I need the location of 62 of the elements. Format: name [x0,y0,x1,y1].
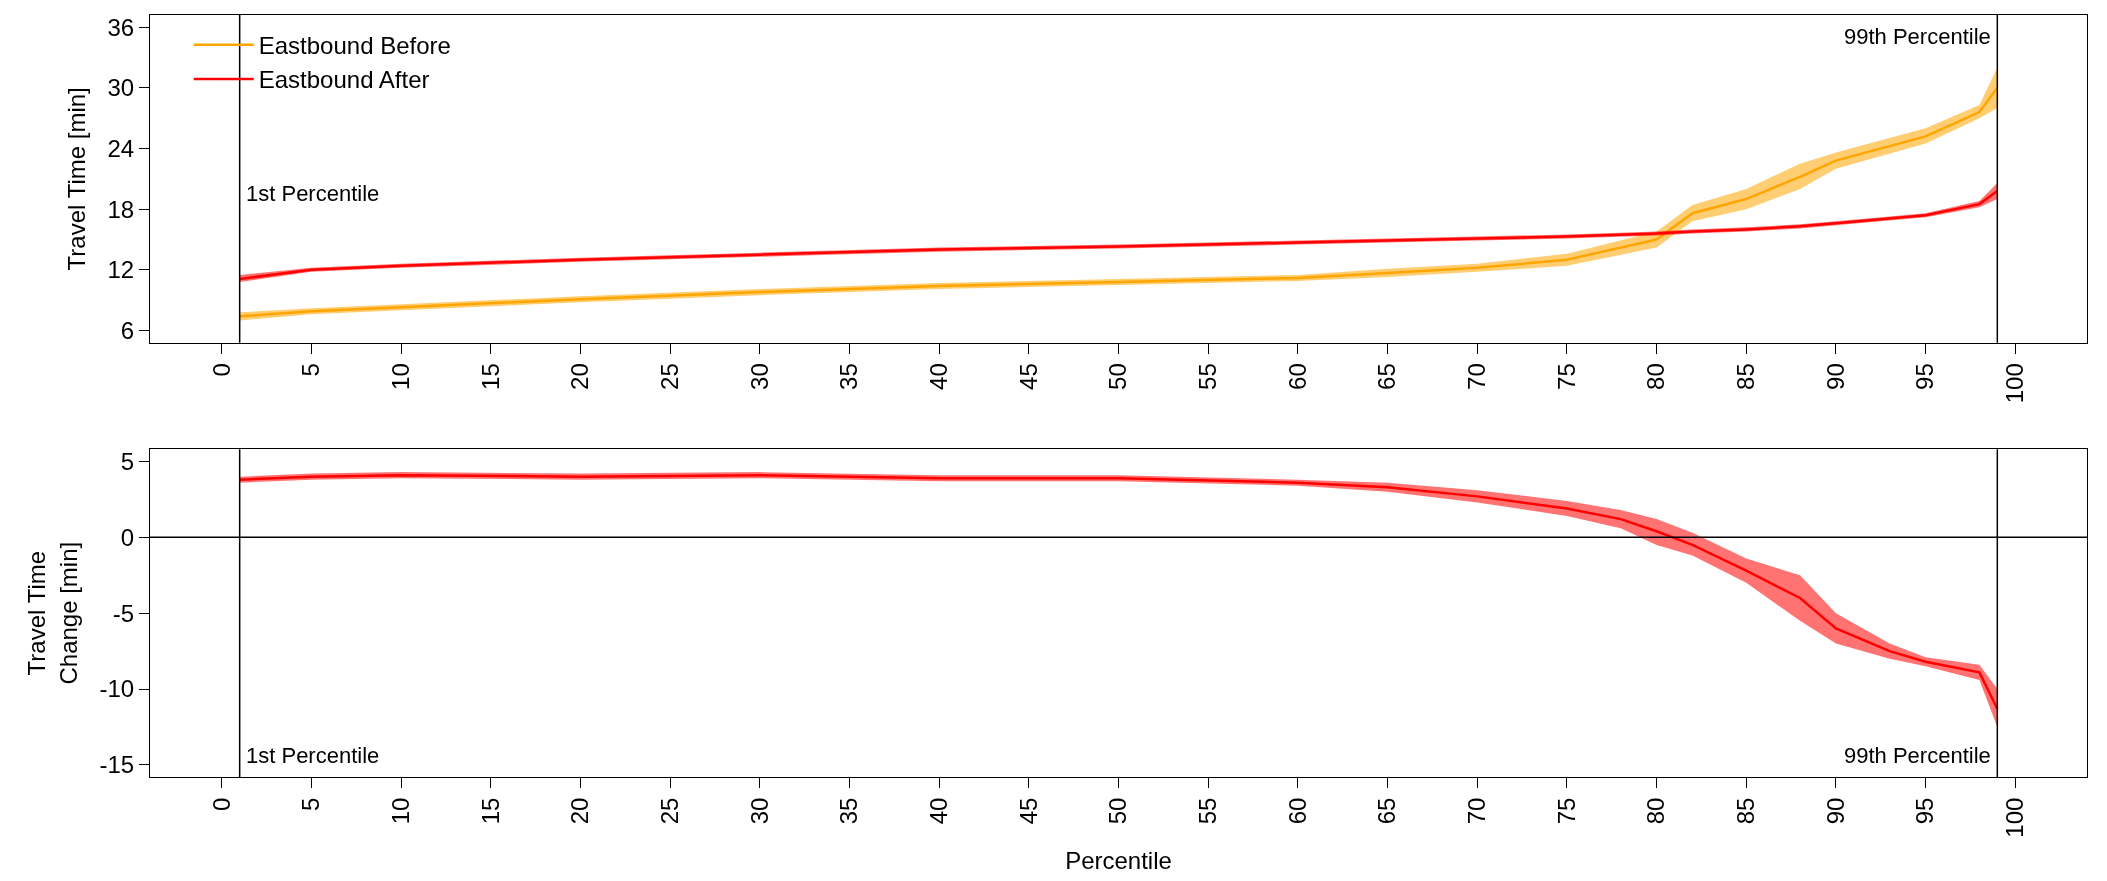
x-tick-label: 50 [1104,363,1132,390]
x-tick-label: 75 [1552,797,1580,825]
x-tick-label: 30 [745,363,773,390]
y-tick-label: -10 [99,675,135,703]
legend-label: Eastbound After [258,66,430,94]
x-tick-label: 25 [655,363,683,390]
x-tick-label: 45 [1014,363,1042,390]
x-tick-label: 40 [924,797,952,825]
x-tick-label: 10 [386,797,414,825]
x-tick-label: 10 [386,363,414,390]
x-tick-label: 55 [1193,797,1221,825]
x-tick-label: 40 [924,363,952,390]
y-tick-label: 12 [107,256,135,284]
x-tick-label: 70 [1463,363,1490,390]
ref-line-label: 99th Percentile [1844,743,1991,768]
x-tick-label: 35 [835,363,863,390]
legend-label: Eastbound Before [258,32,451,60]
x-tick-label: 20 [566,363,594,390]
x-tick-label: 15 [476,797,504,825]
x-tick-label: 50 [1104,797,1132,825]
ref-line-label: 1st Percentile [246,181,380,206]
y-tick-label: 5 [120,447,135,475]
x-tick-label: 20 [566,797,594,825]
x-tick-label: 95 [1911,797,1939,825]
x-tick-label: 85 [1732,797,1760,825]
y-tick-label: 6 [120,316,135,344]
ref-line-label: 99th Percentile [1844,24,1991,49]
x-tick-label: 5 [297,363,325,377]
x-tick-label: 90 [1821,797,1849,825]
x-tick-label: 75 [1552,363,1580,390]
x-tick-label: 100 [2001,797,2029,838]
y-tick-label: -15 [99,751,135,779]
x-tick-label: 60 [1283,363,1311,390]
y-tick-label: -5 [112,599,135,627]
x-tick-label: 25 [655,797,683,825]
x-tick-label: 85 [1732,363,1760,390]
ref-line-label: 1st Percentile [246,743,380,768]
x-tick-label: 35 [835,797,863,825]
x-tick-label: 5 [297,797,325,811]
y-tick-label: 0 [120,523,135,551]
x-tick-label: 65 [1373,797,1401,825]
y-tick-label: 18 [107,195,135,223]
x-tick-label: 95 [1911,363,1939,390]
x-tick-label: 0 [207,797,235,811]
x-tick-label: 60 [1283,797,1311,825]
x-tick-label: 55 [1193,363,1221,390]
x-tick-label: 65 [1373,363,1401,390]
x-tick-label: 45 [1014,797,1042,825]
y-axis-title: Travel Time Change [min] [23,541,82,685]
x-axis-title: Percentile [1065,846,1172,874]
x-tick-label: 100 [2001,363,2029,404]
x-tick-label: 0 [207,363,235,377]
y-tick-label: 36 [107,13,135,41]
x-tick-label: 80 [1642,797,1670,825]
x-tick-label: 90 [1821,363,1849,390]
y-tick-label: 24 [107,134,135,162]
y-tick-label: 30 [107,74,135,102]
x-tick-label: 30 [745,797,773,825]
x-tick-label: 70 [1463,797,1490,825]
y-axis-title: Travel Time [min] [62,87,90,271]
x-tick-label: 80 [1642,363,1670,390]
x-tick-label: 15 [476,363,504,390]
